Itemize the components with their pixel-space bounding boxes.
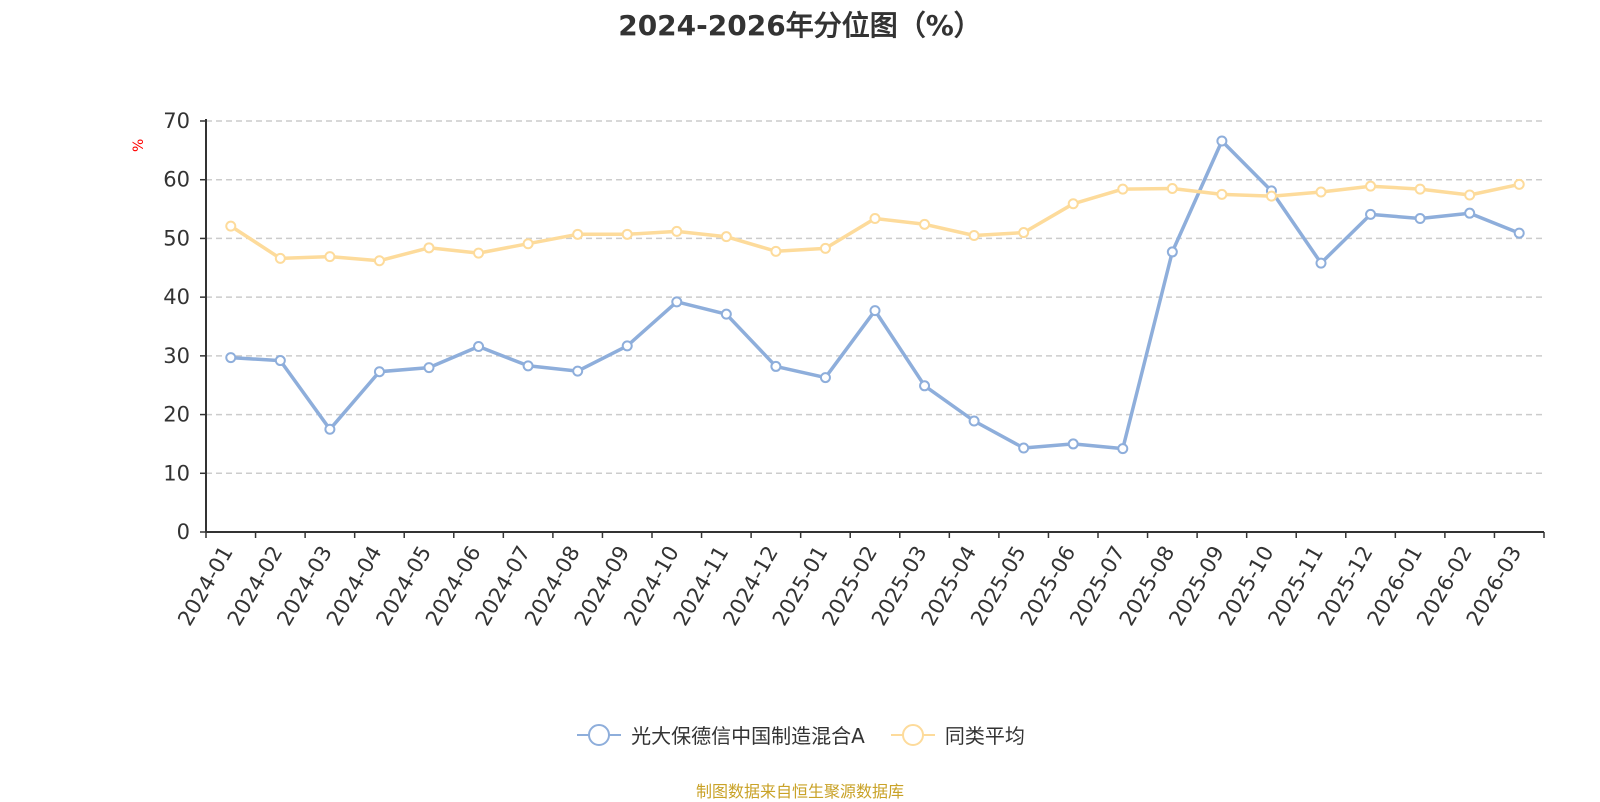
- data-point-1[interactable]: [225, 220, 237, 232]
- data-point-0[interactable]: [473, 340, 485, 352]
- data-point-0[interactable]: [1216, 135, 1228, 147]
- data-point-1[interactable]: [770, 245, 782, 257]
- data-point-1[interactable]: [621, 228, 633, 240]
- data-point-1[interactable]: [1117, 183, 1129, 195]
- data-point-0[interactable]: [671, 296, 683, 308]
- y-tick-label: 60: [163, 168, 190, 192]
- data-point-1[interactable]: [968, 229, 980, 241]
- data-point-0[interactable]: [621, 340, 633, 352]
- data-point-0[interactable]: [968, 415, 980, 427]
- data-point-1[interactable]: [1513, 178, 1525, 190]
- legend-label: 同类平均: [944, 724, 1025, 748]
- legend-item-1[interactable]: 同类平均: [889, 720, 1025, 749]
- data-source-note: 制图数据来自恒生聚源数据库: [695, 782, 904, 801]
- data-point-0[interactable]: [225, 352, 237, 364]
- legend-label: 光大保德信中国制造混合A: [631, 724, 865, 748]
- data-point-1[interactable]: [423, 242, 435, 254]
- data-point-0[interactable]: [1166, 246, 1178, 258]
- data-point-1[interactable]: [1216, 188, 1228, 200]
- y-tick-label: 50: [163, 226, 190, 250]
- legend-symbol-icon: [577, 723, 622, 746]
- y-axis-unit-label: %: [131, 138, 147, 152]
- y-tick-label: 10: [163, 461, 190, 485]
- data-point-1[interactable]: [720, 231, 732, 243]
- data-point-0[interactable]: [1464, 207, 1476, 219]
- series-line-0: [230, 139, 1520, 451]
- data-point-1[interactable]: [1265, 190, 1277, 202]
- data-point-0[interactable]: [274, 355, 286, 367]
- data-point-0[interactable]: [1018, 442, 1030, 454]
- data-point-1[interactable]: [869, 212, 881, 224]
- y-tick-label: 40: [163, 285, 190, 309]
- data-point-0[interactable]: [869, 305, 881, 317]
- data-point-1[interactable]: [919, 218, 931, 230]
- data-point-1[interactable]: [373, 255, 385, 267]
- data-point-0[interactable]: [819, 372, 831, 384]
- data-point-1[interactable]: [819, 242, 831, 254]
- data-point-0[interactable]: [770, 360, 782, 372]
- legend-item-0[interactable]: 光大保德信中国制造混合A: [575, 720, 865, 749]
- data-point-0[interactable]: [522, 360, 534, 372]
- data-point-0[interactable]: [324, 423, 336, 435]
- data-point-1[interactable]: [1315, 186, 1327, 198]
- data-point-0[interactable]: [720, 308, 732, 320]
- data-point-1[interactable]: [1067, 198, 1079, 210]
- data-point-0[interactable]: [1365, 208, 1377, 220]
- data-point-1[interactable]: [1414, 183, 1426, 195]
- data-point-0[interactable]: [1513, 227, 1525, 239]
- data-point-0[interactable]: [423, 362, 435, 374]
- data-point-0[interactable]: [1414, 212, 1426, 224]
- y-tick-label: 0: [177, 520, 190, 544]
- legend-symbol-icon: [890, 723, 935, 746]
- data-point-0[interactable]: [1067, 438, 1079, 450]
- data-point-1[interactable]: [522, 238, 534, 250]
- data-point-1[interactable]: [1365, 180, 1377, 192]
- chart-title: 2024-2026年分位图（%）: [618, 9, 982, 42]
- data-point-1[interactable]: [473, 247, 485, 259]
- data-point-0[interactable]: [572, 365, 584, 377]
- y-tick-label: 70: [163, 109, 190, 133]
- data-point-1[interactable]: [572, 228, 584, 240]
- data-point-0[interactable]: [919, 380, 931, 392]
- data-point-1[interactable]: [324, 251, 336, 263]
- data-point-1[interactable]: [1464, 189, 1476, 201]
- y-tick-label: 20: [163, 403, 190, 427]
- data-point-0[interactable]: [373, 366, 385, 378]
- legend: 光大保德信中国制造混合A 同类平均: [0, 720, 1600, 749]
- data-point-0[interactable]: [1117, 443, 1129, 455]
- y-tick-label: 30: [163, 344, 190, 368]
- data-point-0[interactable]: [1315, 257, 1327, 269]
- data-point-1[interactable]: [671, 225, 683, 237]
- data-point-1[interactable]: [274, 252, 286, 264]
- data-point-1[interactable]: [1018, 227, 1030, 239]
- data-point-1[interactable]: [1166, 183, 1178, 195]
